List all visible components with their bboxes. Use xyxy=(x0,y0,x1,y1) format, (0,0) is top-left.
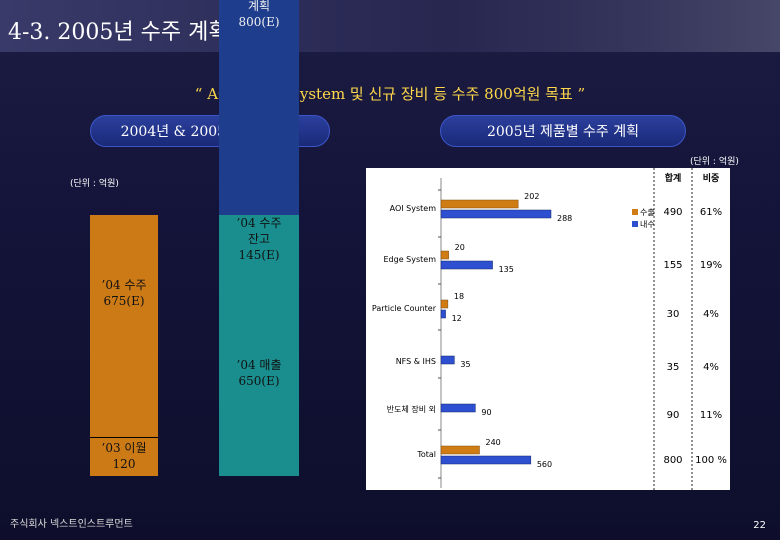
table-share-cell: 4% xyxy=(703,309,719,320)
table-total-cell: 90 xyxy=(667,410,680,421)
title-bar: 4-3. 2005년 수주 계획 xyxy=(0,0,780,52)
table-share-cell: 100 % xyxy=(695,455,727,466)
category-label: Total xyxy=(416,450,436,459)
category-label: NFS & IHS xyxy=(396,357,436,366)
export-bar xyxy=(440,445,480,455)
domestic-value-label: 288 xyxy=(557,214,572,223)
domestic-bar xyxy=(440,209,552,219)
domestic-value-label: 135 xyxy=(499,265,514,274)
legend-swatch-domestic xyxy=(632,221,638,227)
company-name: 주식회사 넥스트인스트루먼트 xyxy=(10,519,133,530)
waterfall-segment-label: ’04 매출 650(E) xyxy=(236,357,282,388)
waterfall-segment-label: ‘’05 수주계획800(E) xyxy=(238,0,280,30)
waterfall-segment-label: ’04 수주 675(E) xyxy=(101,277,147,308)
category-label: AOI System xyxy=(390,204,437,213)
category-label: Particle Counter xyxy=(372,304,437,313)
slide-title: 4-3. 2005년 수주 계획 xyxy=(8,20,229,45)
left-unit-label: (단위 : 억원) xyxy=(70,179,119,189)
waterfall-segment xyxy=(219,262,299,476)
legend-label-domestic: 내수 xyxy=(640,220,655,229)
domestic-bar xyxy=(440,260,493,270)
category-label: Edge System xyxy=(383,255,436,264)
waterfall-segment xyxy=(90,215,158,437)
domestic-bar xyxy=(440,403,476,413)
skyline-image xyxy=(450,0,780,52)
export-bar xyxy=(440,250,449,260)
product-chart-panel xyxy=(366,168,654,490)
table-share-cell: 19% xyxy=(700,260,722,271)
domestic-bar xyxy=(440,309,446,319)
legend-label-export: 수출 xyxy=(640,207,655,217)
domestic-bar xyxy=(440,455,532,465)
export-bar xyxy=(440,199,519,209)
legend-swatch-export xyxy=(632,209,638,215)
table-total-cell: 490 xyxy=(663,207,682,218)
table-total-cell: 800 xyxy=(663,455,682,466)
domestic-value-label: 560 xyxy=(537,460,552,469)
page-number: 22 xyxy=(753,520,766,531)
table-share-cell: 4% xyxy=(703,362,719,373)
waterfall-segment xyxy=(219,0,299,216)
table-header: 비중 xyxy=(703,172,720,184)
table-header: 합계 xyxy=(665,172,682,184)
table-share-cell: 61% xyxy=(700,207,722,218)
waterfall-segment xyxy=(219,215,299,263)
domestic-value-label: 90 xyxy=(481,408,491,417)
domestic-value-label: 35 xyxy=(460,360,470,369)
category-label: 반도체 장비 외 xyxy=(387,404,436,414)
table-share-cell: 11% xyxy=(700,410,722,421)
waterfall-segment-label: ’03 이월 120 xyxy=(101,441,147,472)
waterfall-segment xyxy=(90,436,158,476)
export-value-label: 240 xyxy=(486,438,501,447)
domestic-bar xyxy=(440,355,455,365)
export-bar xyxy=(440,299,449,309)
waterfall-segment-label: ’04 수주 잔고 145(E) xyxy=(236,215,282,262)
export-value-label: 202 xyxy=(524,192,539,201)
table-total-cell: 35 xyxy=(667,362,680,373)
domestic-value-label: 12 xyxy=(452,314,462,323)
export-value-label: 20 xyxy=(455,243,465,252)
export-value-label: 18 xyxy=(454,292,464,301)
right-unit-label: (단위 : 억원) xyxy=(690,157,739,167)
right-section-header: 2005년 제품별 수주 계획 xyxy=(440,115,686,147)
table-total-cell: 30 xyxy=(667,309,680,320)
table-total-cell: 155 xyxy=(663,260,682,271)
